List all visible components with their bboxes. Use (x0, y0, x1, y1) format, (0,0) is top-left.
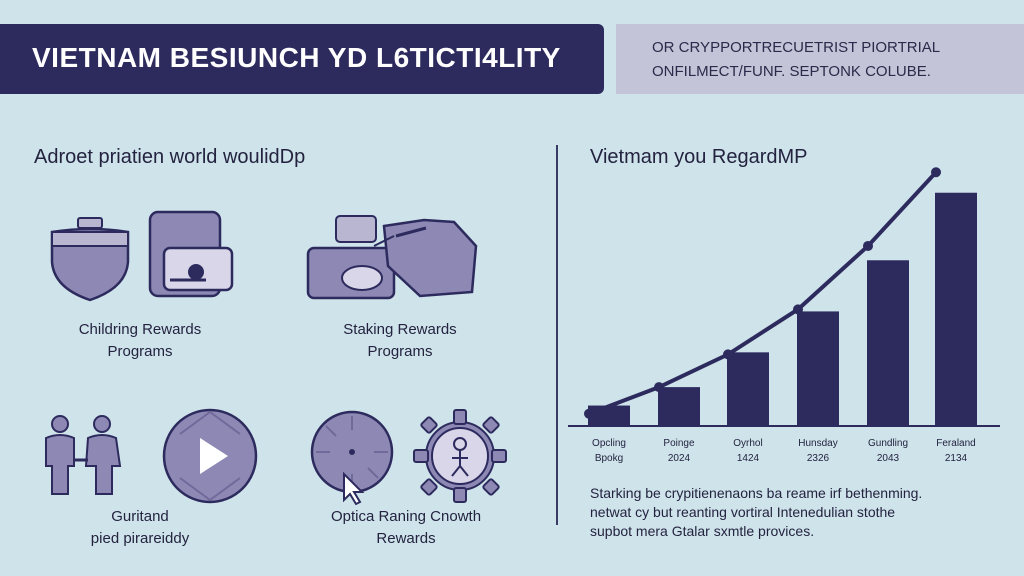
x-tick-label: Oyrhol 1424 (733, 438, 763, 464)
x-tick-label: Opcling Bpokg (592, 438, 626, 464)
trend-point (863, 240, 873, 251)
hand-coins-icon (304, 206, 494, 311)
page-title: VIETNAM BESIUNCH YD L6TICTI4LITY (32, 42, 561, 73)
trend-point (793, 304, 803, 315)
growth-rewards-label: Optica Raning Cnowth Rewards (330, 508, 482, 547)
title-bar: VIETNAM BESIUNCH YD L6TICTI4LITY (0, 24, 604, 94)
page-subtitle: OR CRYPPORTRECUETRIST PIORTRIAL ONFILMEC… (652, 39, 941, 80)
people-icon (40, 410, 130, 505)
trend-point (931, 167, 941, 178)
gear-person-icon (410, 406, 510, 511)
trend-point (723, 349, 733, 360)
chart-bar (658, 387, 700, 426)
chart-footnote: Starking be crypitienenaons ba reame irf… (590, 485, 923, 539)
chart-bar (727, 352, 769, 426)
subtitle-box: OR CRYPPORTRECUETRIST PIORTRIAL ONFILMEC… (616, 24, 1024, 94)
divider (556, 145, 558, 525)
rewards-program-label-2: Staking Rewards Programs (343, 321, 457, 360)
gift-program-label: Guritand pied pirareiddy (90, 508, 190, 547)
shield-wallet-icon (46, 208, 236, 313)
chart-bar (797, 311, 839, 426)
left-panel-heading: Adroet priatien world woulidDp (34, 146, 306, 168)
trend-point (584, 408, 594, 419)
rewards-program-label-1: Childring Rewards Programs (78, 321, 202, 360)
trend-point (654, 382, 664, 393)
x-tick-label: Gundling 2043 (867, 438, 909, 464)
chart-bar (935, 192, 977, 426)
x-tick-label: Feraland 2134 (936, 438, 976, 464)
trend-line (585, 170, 938, 426)
play-disc-icon (160, 406, 260, 511)
dial-cursor-icon (306, 408, 406, 513)
chart-bar (867, 260, 909, 426)
x-tick-label: Poinge 2024 (663, 438, 695, 464)
x-tick-label: Hunsday 2326 (798, 438, 838, 464)
chart-heading: Vietmam you RegardMP (590, 146, 808, 168)
chart-bar (588, 405, 630, 426)
